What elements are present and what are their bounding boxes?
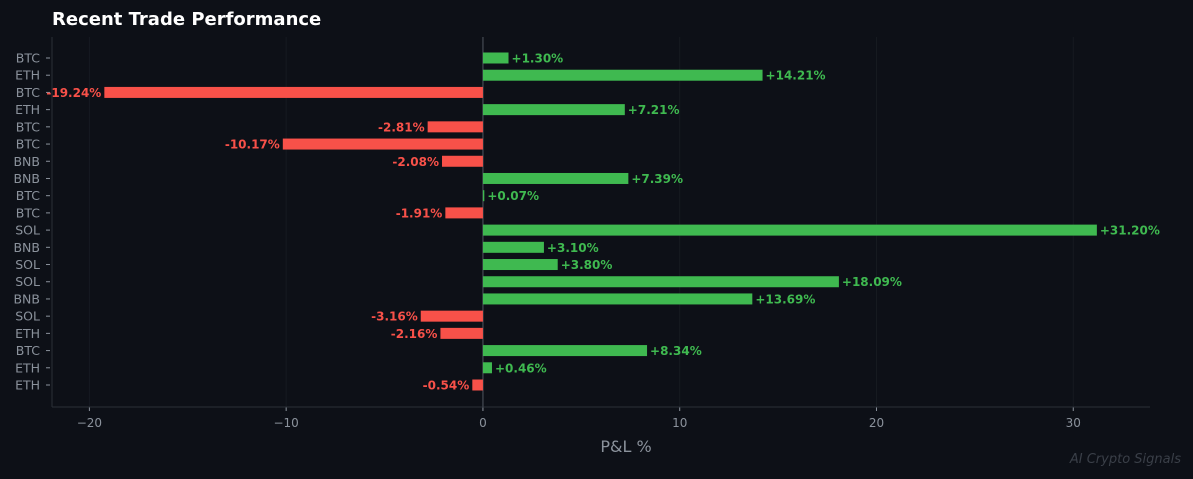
data-label: +7.21% (628, 103, 680, 117)
bar (482, 190, 485, 202)
y-tick-label: ETH (15, 102, 40, 117)
x-tick-label: 20 (869, 416, 884, 430)
data-label: -0.54% (423, 379, 470, 393)
chart-title: Recent Trade Performance (52, 9, 322, 30)
data-label: +3.10% (547, 241, 599, 255)
bar (482, 345, 648, 357)
data-label: -10.17% (225, 138, 280, 152)
data-label: +0.07% (487, 189, 539, 203)
bar (482, 224, 1097, 236)
y-tick-label: BNB (13, 240, 40, 255)
bar (442, 155, 483, 167)
data-label: -2.81% (378, 120, 425, 134)
y-tick-label: SOL (15, 274, 40, 289)
bar (482, 241, 544, 253)
y-tick-label: BTC (16, 343, 40, 358)
y-tick-label: BNB (13, 154, 40, 169)
x-tick-label: 30 (1066, 416, 1081, 430)
data-label: +31.20% (1100, 224, 1160, 238)
watermark: AI Crypto Signals (1069, 452, 1181, 467)
data-label: +7.39% (631, 172, 683, 186)
bar (472, 379, 483, 391)
data-label: +3.80% (561, 258, 613, 272)
data-label: -19.24% (46, 86, 101, 100)
bar (282, 138, 483, 150)
y-tick-label: BTC (16, 137, 40, 152)
bar (482, 276, 839, 288)
data-label: +13.69% (755, 292, 815, 306)
bar (427, 121, 483, 133)
y-tick-label: BTC (16, 85, 40, 100)
data-label: -2.08% (392, 155, 439, 169)
data-label: -2.16% (391, 327, 438, 341)
data-label: -3.16% (371, 310, 418, 324)
y-tick-label: ETH (15, 68, 40, 83)
bar (482, 172, 629, 184)
data-label: +8.34% (650, 344, 702, 358)
bar (445, 207, 483, 219)
y-tick-label: BTC (16, 205, 40, 220)
y-tick-label: BNB (13, 171, 40, 186)
y-tick-label: ETH (15, 326, 40, 341)
y-tick-label: BNB (13, 291, 40, 306)
bar (482, 259, 558, 271)
x-axis-label: P&L % (600, 437, 651, 456)
bar (482, 52, 509, 64)
bar (482, 69, 763, 81)
bar (482, 362, 492, 374)
data-label: +1.30% (512, 52, 564, 66)
y-tick-label: BTC (16, 119, 40, 134)
y-tick-label: BTC (16, 188, 40, 203)
x-tick-label: −10 (273, 416, 298, 430)
data-label: +18.09% (842, 275, 902, 289)
bar (420, 310, 483, 322)
x-tick-label: 10 (672, 416, 687, 430)
y-tick-label: ETH (15, 360, 40, 375)
y-tick-label: SOL (15, 223, 40, 238)
y-tick-label: SOL (15, 257, 40, 272)
data-label: -1.91% (396, 206, 443, 220)
bar (482, 293, 753, 305)
y-tick-label: ETH (15, 378, 40, 393)
x-tick-label: 0 (479, 416, 487, 430)
bar (104, 86, 483, 98)
data-label: +0.46% (495, 361, 547, 375)
y-tick-label: BTC (16, 51, 40, 66)
bar (482, 104, 625, 116)
y-tick-label: SOL (15, 309, 40, 324)
bar (440, 327, 483, 339)
x-tick-label: −20 (77, 416, 102, 430)
data-label: +14.21% (766, 69, 826, 83)
